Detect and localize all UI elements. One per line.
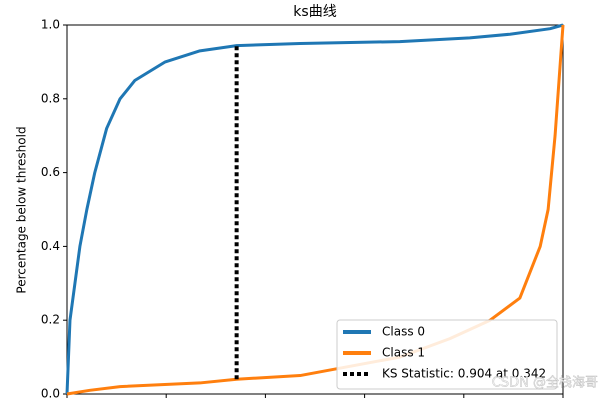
legend-label: Class 0 [382,325,425,339]
y-tick-label: 0.0 [41,387,60,401]
legend-label: Class 1 [382,346,425,360]
y-tick-label: 0.2 [41,313,60,327]
y-tick-label: 0.4 [41,239,60,253]
legend-label: KS Statistic: 0.904 at 0.342 [382,367,546,381]
chart-title: ks曲线 [293,4,336,20]
legend-box [336,319,558,390]
y-tick-label: 1.0 [41,18,60,32]
watermark: CSDN @全栈海哥 [492,375,598,391]
y-axis-label: Percentage below threshold [15,126,29,293]
y-tick-label: 0.6 [41,165,60,179]
series-line [65,23,564,395]
y-tick-label: 0.8 [41,91,60,105]
plot-frame [66,24,564,395]
